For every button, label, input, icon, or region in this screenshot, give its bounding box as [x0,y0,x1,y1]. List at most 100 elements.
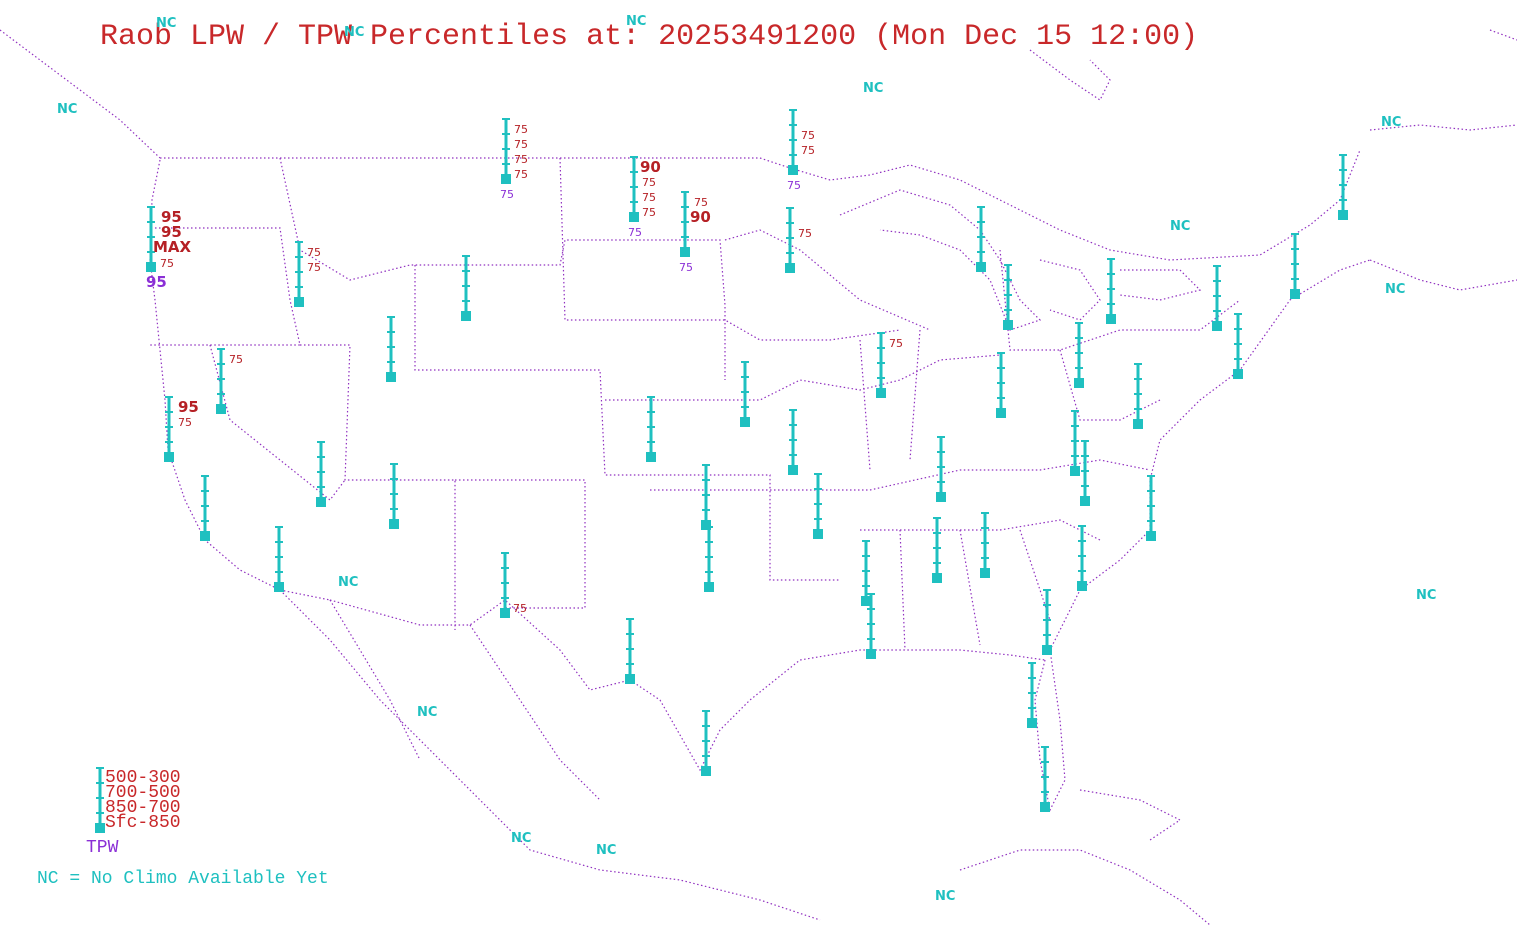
nc-labels: NC NC NC NC NC NC NC NC NC NC NC NC NC N… [57,14,1436,904]
tpw-label: 75 [500,188,514,201]
layer-label: 75 [801,144,815,157]
layer-label: MAX [153,238,192,256]
layer-label: 75 [514,123,528,136]
station-glyph [936,436,946,502]
nc-label: NC [863,81,883,96]
layer-label: 75 [642,191,656,204]
station-glyph [386,316,396,382]
station-glyph [932,517,942,583]
map-title: Raob LPW / TPW Percentiles at: 202534912… [100,20,1199,54]
station-glyph [701,464,711,530]
station-glyph [1080,440,1090,506]
station-glyph [1077,525,1087,591]
station-glyph [813,473,823,539]
station-glyph [788,409,798,475]
station-glyph [1106,258,1116,324]
layer-label: 75 [642,176,656,189]
station-glyph [701,710,711,776]
station-glyph [1042,589,1052,655]
station-glyph [1070,410,1080,476]
station-glyph [980,512,990,578]
station-glyph [1074,322,1084,388]
layer-label: 95 [178,398,199,416]
station-glyph [1233,313,1243,379]
station-glyph [1133,363,1143,429]
layer-label: 90 [640,158,661,176]
legend-tpw: TPW [86,838,119,858]
legend-layer: 700-500 [105,783,181,803]
station-glyph [1290,233,1300,299]
layer-label: 90 [690,208,711,226]
station-glyph [274,526,284,592]
station-glyph [146,206,156,272]
nc-label: NC [1170,219,1190,234]
boundaries [0,29,1517,926]
station-glyph [501,118,511,184]
percentile-labels: 75 75 75 75 75 90 75 75 75 75 75 90 75 7… [146,123,903,615]
station-glyph [680,191,690,257]
layer-label: 75 [178,416,192,429]
nc-label: NC [511,831,531,846]
station-glyph [1027,662,1037,728]
station-glyph [876,332,886,398]
station-glyph [200,475,210,541]
station-glyph [1040,746,1050,812]
station-glyph [1338,154,1348,220]
station-glyph [704,526,714,592]
nc-label: NC [626,14,646,29]
layer-label: 75 [229,353,243,366]
station-glyph [164,396,174,462]
station-glyph [785,207,795,273]
station-glyph [996,352,1006,418]
nc-label: NC [935,889,955,904]
station-glyph [316,441,326,507]
layer-label: 75 [513,602,527,615]
layer-label: 75 [514,153,528,166]
layer-label: 75 [160,257,174,270]
station-glyph [976,206,986,272]
station-glyph [861,540,871,606]
layer-label: 75 [514,138,528,151]
layer-label: 75 [514,168,528,181]
station-glyph [461,255,471,321]
nc-label: NC [417,705,437,720]
layer-label: 75 [642,206,656,219]
station-glyph [866,593,876,659]
tpw-label: 75 [787,179,801,192]
legend-layer: 500-300 [105,768,181,788]
layer-label: 75 [307,246,321,259]
nc-label: NC [156,16,176,31]
station-glyph [625,618,635,684]
tpw-label: 75 [628,226,642,239]
legend: 500-300 700-500 850-700 Sfc-850 TPW NC =… [37,767,329,889]
layer-label: 95 [161,223,182,241]
nc-label: NC [1385,282,1405,297]
legend-nc-note: NC = No Climo Available Yet [37,869,329,889]
station-glyph [1003,264,1013,330]
station-glyph [389,463,399,529]
station-glyph [788,109,798,175]
layer-label: 95 [161,208,182,226]
legend-layer: 850-700 [105,798,181,818]
layer-label: 75 [801,129,815,142]
nc-label: NC [596,843,616,858]
nc-label: NC [1416,588,1436,603]
layer-label: 75 [307,261,321,274]
station-glyphs [146,109,1348,812]
station-glyph [629,156,639,222]
station-glyph [740,361,750,427]
station-glyph [500,552,510,618]
station-glyph [1212,265,1222,331]
layer-label: 75 [694,196,708,209]
legend-layer: Sfc-850 [105,813,181,833]
layer-label: 75 [889,337,903,350]
station-glyph [216,348,226,414]
tpw-label: 75 [679,261,693,274]
nc-label: NC [1381,115,1401,130]
layer-label: 75 [798,227,812,240]
station-glyph [1146,475,1156,541]
nc-label: NC [57,102,77,117]
nc-label: NC [338,575,358,590]
station-glyph [294,241,304,307]
